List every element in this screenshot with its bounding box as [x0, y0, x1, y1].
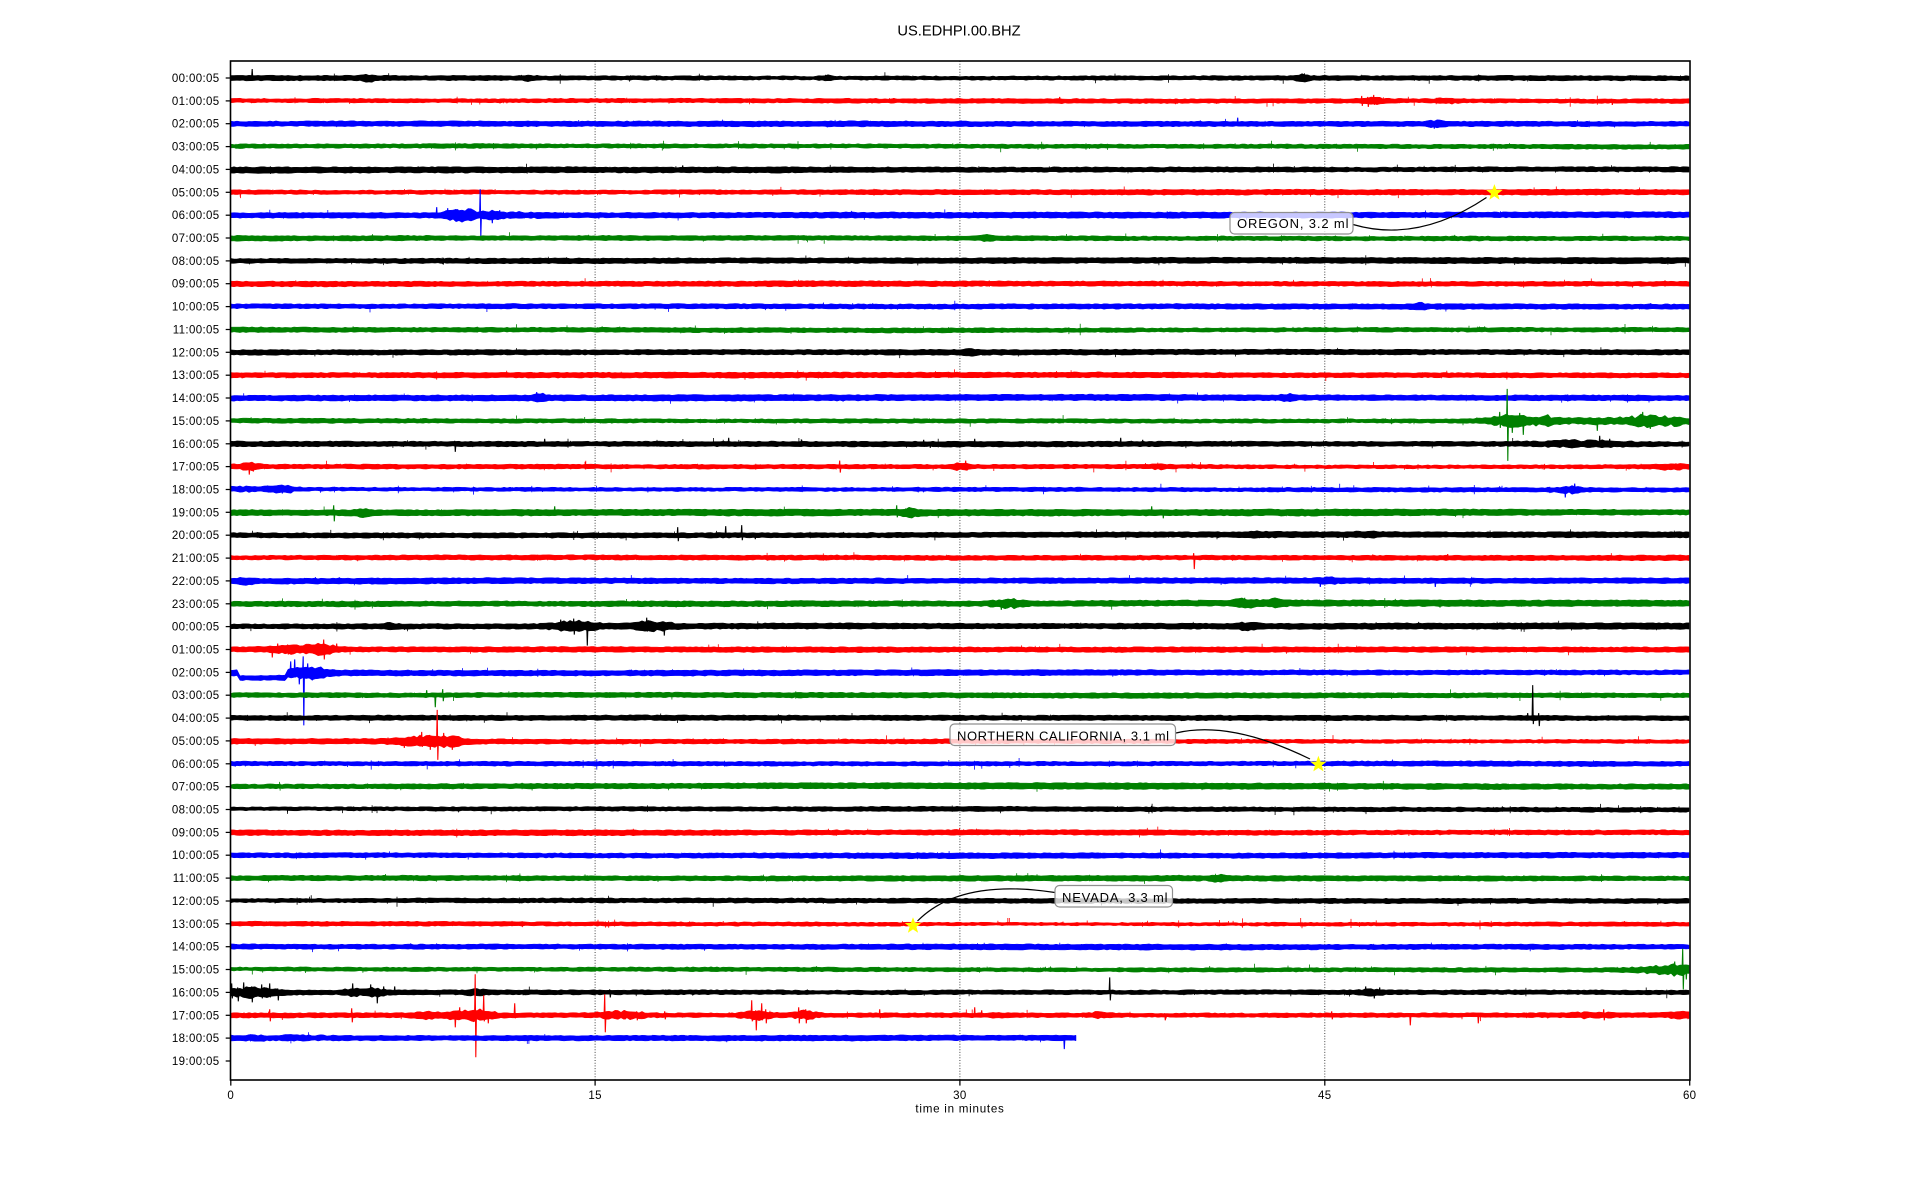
svg-text:19:00:05: 19:00:05: [172, 507, 220, 519]
svg-text:13:00:05: 13:00:05: [172, 919, 220, 931]
svg-text:16:00:05: 16:00:05: [172, 987, 220, 999]
svg-text:time in minutes: time in minutes: [915, 1103, 1004, 1116]
svg-text:20:00:05: 20:00:05: [172, 530, 220, 542]
svg-text:10:00:05: 10:00:05: [172, 302, 220, 314]
svg-text:15: 15: [588, 1090, 602, 1102]
svg-text:16:00:05: 16:00:05: [172, 439, 220, 451]
svg-text:04:00:05: 04:00:05: [172, 713, 220, 725]
svg-text:45: 45: [1318, 1090, 1332, 1102]
svg-text:13:00:05: 13:00:05: [172, 370, 220, 382]
svg-text:02:00:05: 02:00:05: [172, 119, 220, 131]
svg-text:05:00:05: 05:00:05: [172, 736, 220, 748]
svg-text:21:00:05: 21:00:05: [172, 553, 220, 565]
svg-text:09:00:05: 09:00:05: [172, 279, 220, 291]
svg-text:00:00:05: 00:00:05: [172, 73, 220, 85]
svg-text:15:00:05: 15:00:05: [172, 416, 220, 428]
svg-text:17:00:05: 17:00:05: [172, 462, 220, 474]
svg-text:05:00:05: 05:00:05: [172, 187, 220, 199]
svg-text:14:00:05: 14:00:05: [172, 942, 220, 954]
svg-text:03:00:05: 03:00:05: [172, 142, 220, 154]
svg-text:01:00:05: 01:00:05: [172, 645, 220, 657]
svg-text:OREGON, 3.2 ml: OREGON, 3.2 ml: [1237, 216, 1349, 231]
svg-text:19:00:05: 19:00:05: [172, 1056, 220, 1068]
svg-text:18:00:05: 18:00:05: [172, 1033, 220, 1045]
svg-text:04:00:05: 04:00:05: [172, 164, 220, 176]
svg-text:22:00:05: 22:00:05: [172, 576, 220, 588]
svg-text:17:00:05: 17:00:05: [172, 1010, 220, 1022]
svg-text:14:00:05: 14:00:05: [172, 393, 220, 405]
svg-text:11:00:05: 11:00:05: [173, 873, 220, 885]
svg-text:09:00:05: 09:00:05: [172, 827, 220, 839]
svg-text:US.EDHPI.00.BHZ: US.EDHPI.00.BHZ: [897, 24, 1020, 40]
svg-text:12:00:05: 12:00:05: [172, 347, 220, 359]
svg-text:02:00:05: 02:00:05: [172, 667, 220, 679]
svg-text:07:00:05: 07:00:05: [172, 233, 220, 245]
svg-text:0: 0: [227, 1090, 234, 1102]
svg-text:08:00:05: 08:00:05: [172, 805, 220, 817]
svg-text:08:00:05: 08:00:05: [172, 256, 220, 268]
svg-text:23:00:05: 23:00:05: [172, 599, 220, 611]
svg-text:03:00:05: 03:00:05: [172, 690, 220, 702]
svg-text:12:00:05: 12:00:05: [172, 896, 220, 908]
svg-text:01:00:05: 01:00:05: [172, 96, 220, 108]
svg-text:15:00:05: 15:00:05: [172, 965, 220, 977]
svg-text:18:00:05: 18:00:05: [172, 485, 220, 497]
svg-text:06:00:05: 06:00:05: [172, 210, 220, 222]
svg-text:30: 30: [953, 1090, 967, 1102]
svg-text:00:00:05: 00:00:05: [172, 622, 220, 634]
svg-text:10:00:05: 10:00:05: [172, 850, 220, 862]
svg-text:60: 60: [1683, 1090, 1697, 1102]
svg-text:NORTHERN CALIFORNIA, 3.1 ml: NORTHERN CALIFORNIA, 3.1 ml: [957, 729, 1170, 744]
svg-text:06:00:05: 06:00:05: [172, 759, 220, 771]
svg-text:07:00:05: 07:00:05: [172, 782, 220, 794]
svg-text:NEVADA, 3.3 ml: NEVADA, 3.3 ml: [1062, 890, 1168, 905]
svg-text:11:00:05: 11:00:05: [173, 325, 220, 337]
